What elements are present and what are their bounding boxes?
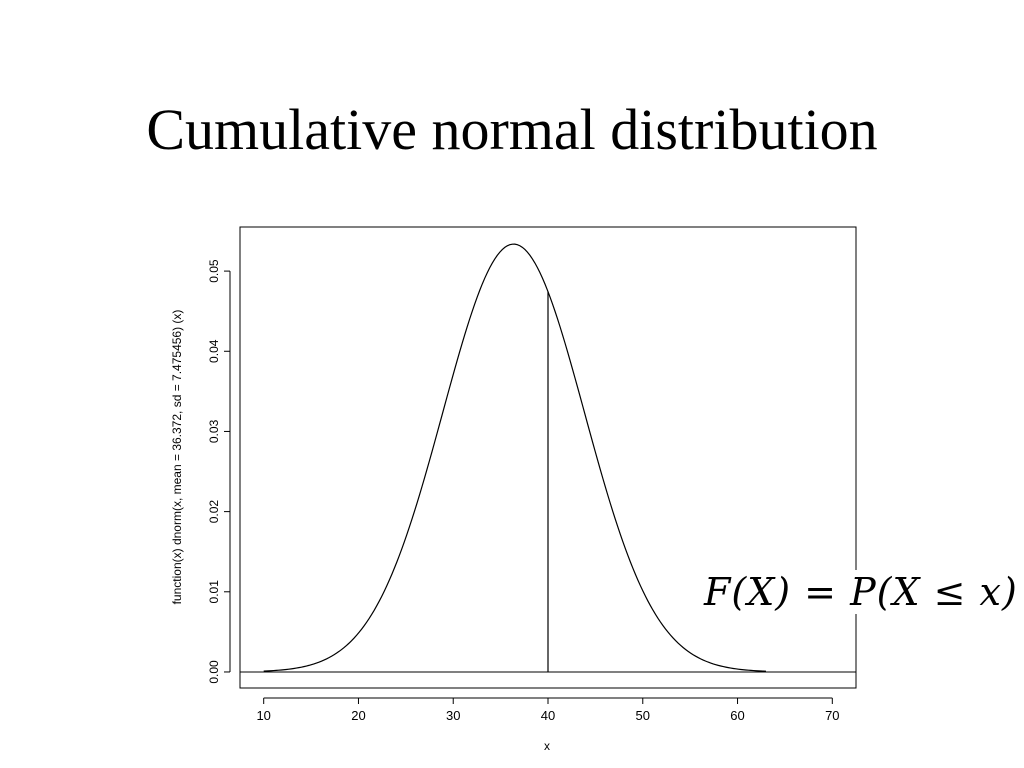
cdf-formula: F(X) = P(X ≤ x) [704, 570, 1018, 614]
slide-title: Cumulative normal distribution [146, 97, 878, 162]
plot-frame [239, 226, 857, 689]
density-curve [263, 243, 766, 672]
y-tick-label: 0.02 [207, 500, 221, 524]
x-tick-label: 20 [351, 708, 365, 723]
x-tick-label: 30 [446, 708, 460, 723]
x-tick-label: 60 [730, 708, 744, 723]
x-tick-label: 10 [256, 708, 270, 723]
y-axis-label: function(x) dnorm(x, mean = 36.372, sd =… [170, 310, 184, 605]
y-tick-label: 0.01 [207, 580, 221, 604]
x-tick-label: 40 [541, 708, 555, 723]
x-tick-label: 50 [636, 708, 650, 723]
axes-layer: 10 20 30 40 50 60 70 0.00 0.01 0.02 0.03 0.04 0.05 [207, 226, 857, 723]
x-axis-label: x [544, 739, 550, 753]
x-tick-label: 70 [825, 708, 839, 723]
marks-layer [240, 243, 856, 673]
y-tick-label: 0.03 [207, 419, 221, 443]
y-tick-label: 0.04 [207, 339, 221, 363]
y-tick-label: 0.00 [207, 660, 221, 684]
y-tick-label: 0.05 [207, 259, 221, 283]
